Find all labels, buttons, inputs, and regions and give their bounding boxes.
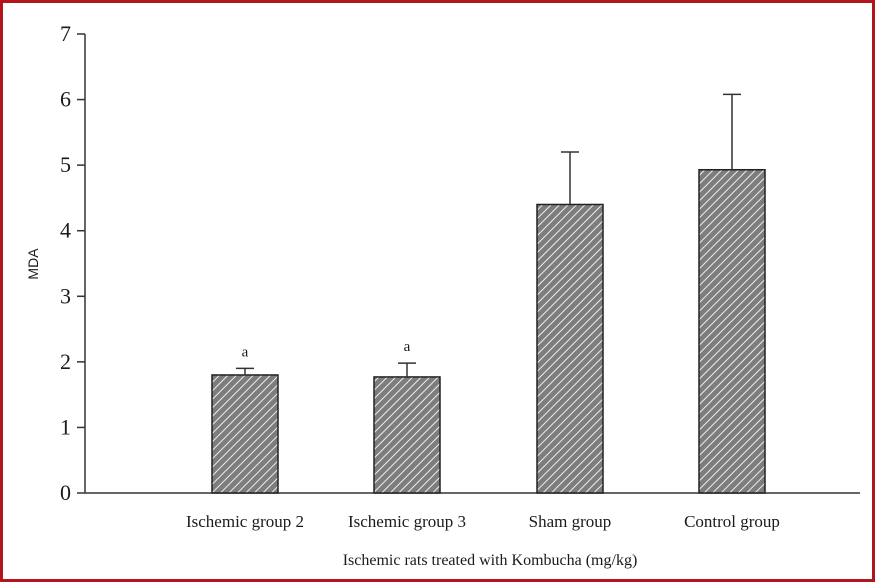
x-tick-label: Sham group bbox=[529, 512, 612, 531]
bar bbox=[698, 168, 766, 494]
y-tick-label: 1 bbox=[60, 414, 71, 439]
significance-label: a bbox=[242, 344, 249, 360]
x-tick-label: Ischemic group 3 bbox=[348, 512, 466, 531]
significance-label: a bbox=[404, 339, 411, 355]
x-tick-label: Control group bbox=[684, 512, 780, 531]
labels: 0 1 2 3 4 5 6 7 Ischemic group 2 a Ischemic group … bbox=[25, 21, 780, 569]
y-tick-label: 5 bbox=[60, 152, 71, 177]
y-tick-label: 7 bbox=[60, 21, 71, 46]
y-tick-label: 2 bbox=[60, 349, 71, 374]
y-tick-label: 6 bbox=[60, 87, 71, 112]
bar bbox=[211, 374, 279, 494]
bar bbox=[536, 203, 604, 494]
y-tick-label: 3 bbox=[60, 283, 71, 308]
x-axis-label: Ischemic rats treated with Kombucha (mg/… bbox=[343, 552, 638, 569]
bars bbox=[211, 93, 766, 494]
bar bbox=[373, 376, 441, 494]
y-tick-label: 4 bbox=[60, 218, 71, 243]
y-axis-label: MDA bbox=[25, 248, 41, 280]
y-tick-label: 0 bbox=[60, 480, 71, 505]
x-tick-label: Ischemic group 2 bbox=[186, 512, 304, 531]
